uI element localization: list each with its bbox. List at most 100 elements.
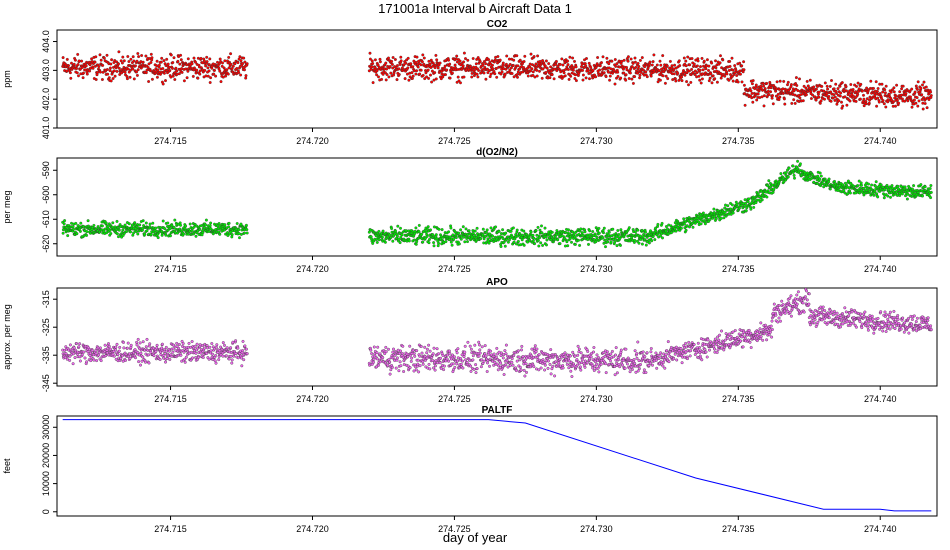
- data-point: [703, 222, 707, 226]
- data-point: [70, 61, 73, 65]
- data-point: [606, 240, 610, 244]
- data-point: [110, 58, 114, 62]
- data-point: [656, 222, 660, 226]
- y-tick-label: 403.0: [41, 59, 51, 82]
- data-point: [175, 69, 179, 73]
- data-point: [243, 231, 246, 235]
- data-point: [161, 219, 165, 223]
- data-point: [539, 366, 543, 370]
- data-point: [165, 57, 169, 61]
- data-point: [177, 343, 181, 346]
- data-point: [444, 73, 447, 77]
- data-point: [166, 62, 170, 66]
- data-point: [819, 174, 823, 178]
- data-point: [178, 221, 182, 225]
- data-point: [613, 82, 617, 86]
- data-point: [744, 209, 748, 213]
- data-point: [598, 68, 602, 72]
- data-point: [778, 79, 782, 83]
- data-point: [418, 364, 422, 368]
- data-point: [880, 97, 884, 100]
- data-point: [407, 78, 411, 82]
- data-point: [136, 351, 140, 354]
- data-point: [573, 354, 577, 358]
- data-point: [841, 104, 845, 108]
- data-point: [597, 226, 601, 230]
- data-point: [471, 358, 475, 362]
- data-point: [427, 59, 431, 63]
- data-point: [536, 225, 540, 229]
- data-point: [535, 347, 539, 351]
- data-point: [375, 73, 379, 77]
- data-point: [448, 62, 452, 66]
- data-point: [141, 60, 145, 64]
- data-point: [838, 94, 842, 98]
- data-point: [133, 221, 137, 225]
- data-point: [217, 222, 221, 225]
- data-point: [166, 221, 170, 225]
- x-tick-label: 274.735: [722, 136, 755, 146]
- data-point: [410, 71, 414, 75]
- data-point: [610, 59, 614, 63]
- data-point: [399, 364, 403, 368]
- data-point: [573, 242, 577, 246]
- data-point: [92, 223, 96, 227]
- data-point: [922, 80, 926, 84]
- data-point: [159, 72, 162, 76]
- data-point: [433, 71, 437, 75]
- data-point: [851, 88, 855, 91]
- data-point: [243, 60, 247, 64]
- data-point: [522, 60, 526, 63]
- data-point: [503, 349, 507, 353]
- data-point: [505, 54, 509, 58]
- data-point: [566, 63, 570, 67]
- data-point: [761, 82, 765, 85]
- data-point: [120, 61, 124, 65]
- data-point: [179, 53, 183, 57]
- data-point: [859, 82, 863, 86]
- data-point: [71, 362, 75, 366]
- data-point: [432, 244, 436, 248]
- data-point: [806, 84, 810, 88]
- data-point: [138, 341, 142, 345]
- data-point: [198, 227, 202, 231]
- data-point: [173, 218, 177, 222]
- data-point: [389, 368, 393, 372]
- data-point: [109, 79, 113, 83]
- data-point: [537, 353, 541, 357]
- data-point: [571, 68, 575, 72]
- data-point: [604, 75, 608, 79]
- data-point: [132, 231, 136, 235]
- data-point: [792, 98, 796, 102]
- data-point: [830, 79, 833, 82]
- data-point: [387, 347, 390, 351]
- data-point: [615, 244, 619, 248]
- data-point: [551, 364, 555, 368]
- data-point: [456, 359, 459, 363]
- data-point: [923, 185, 927, 189]
- data-point: [236, 346, 240, 350]
- data-point: [502, 373, 506, 376]
- data-point: [390, 62, 394, 66]
- data-point: [179, 58, 183, 62]
- x-tick-label: 274.735: [722, 394, 755, 404]
- data-point: [378, 57, 382, 61]
- data-point: [838, 84, 842, 88]
- data-point: [226, 72, 230, 76]
- data-point: [562, 355, 566, 359]
- data-point: [682, 56, 686, 60]
- data-point: [126, 341, 130, 345]
- data-point: [889, 195, 892, 199]
- data-point: [136, 52, 140, 55]
- data-point: [532, 365, 536, 369]
- data-point: [223, 59, 227, 63]
- data-point: [568, 354, 572, 358]
- data-point: [457, 231, 461, 235]
- data-point: [742, 68, 746, 72]
- data-point: [626, 59, 630, 63]
- x-tick-label: 274.725: [438, 394, 471, 404]
- data-point: [532, 55, 536, 58]
- data-point: [567, 228, 570, 232]
- data-point: [820, 84, 824, 88]
- data-point: [488, 232, 492, 236]
